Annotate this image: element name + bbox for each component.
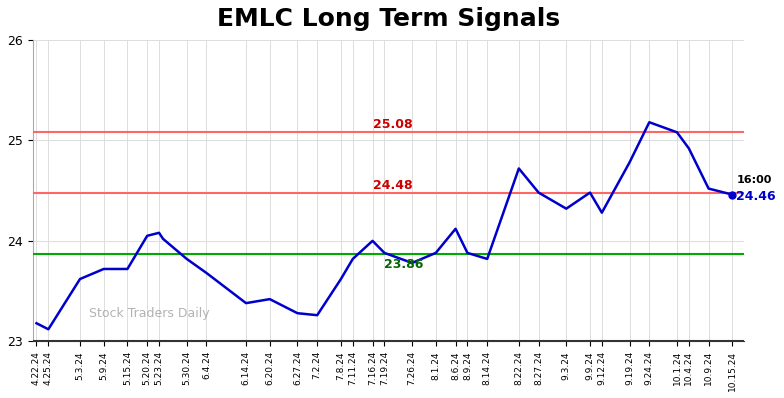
Text: Stock Traders Daily: Stock Traders Daily xyxy=(89,307,210,320)
Text: 16:00: 16:00 xyxy=(736,175,771,185)
Text: 23.86: 23.86 xyxy=(384,258,424,271)
Text: 24.46: 24.46 xyxy=(736,189,776,203)
Text: 24.48: 24.48 xyxy=(372,179,412,191)
Title: EMLC Long Term Signals: EMLC Long Term Signals xyxy=(217,7,560,31)
Text: 25.08: 25.08 xyxy=(372,118,412,131)
